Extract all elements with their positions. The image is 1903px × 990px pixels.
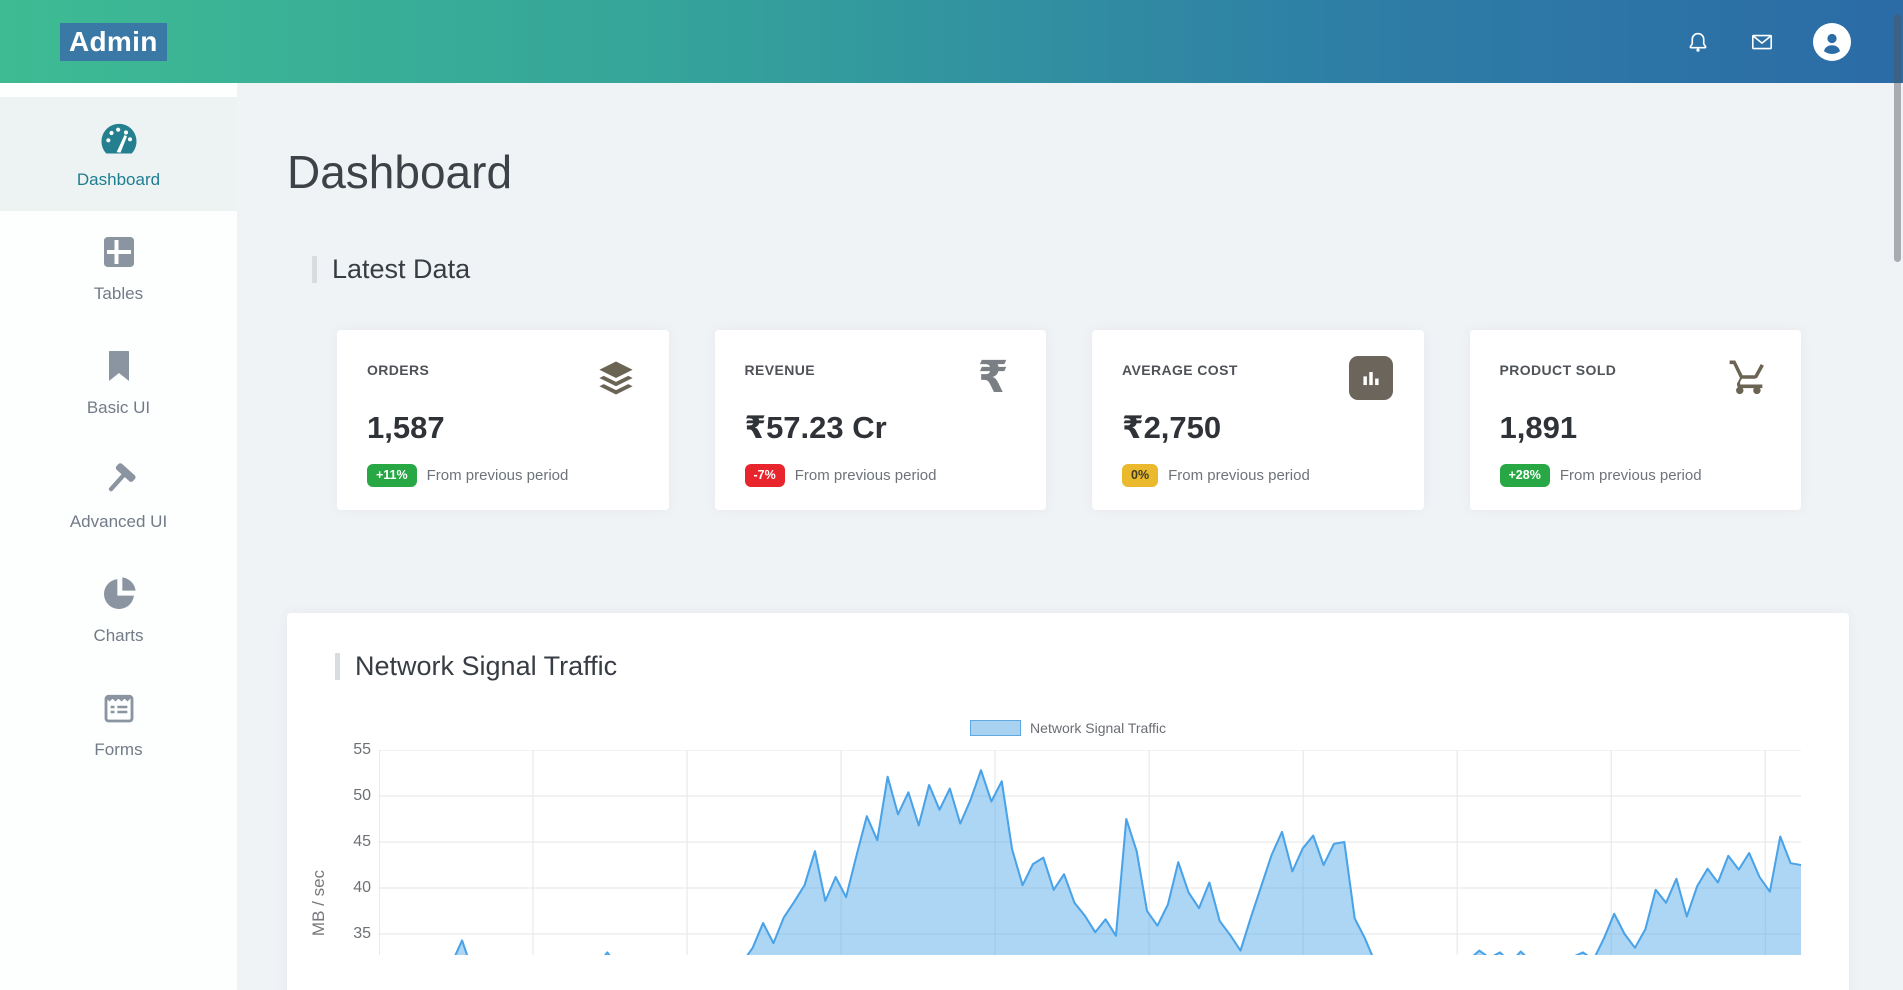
y-tick-label: 35 — [353, 925, 371, 942]
sidebar-item-dashboard[interactable]: Dashboard — [0, 97, 237, 211]
section-title-bar — [312, 256, 317, 283]
stat-card-value: 1,587 — [367, 410, 445, 445]
network-traffic-title: Network Signal Traffic — [335, 651, 1801, 682]
stat-card-note: From previous period — [426, 466, 569, 484]
stat-card-label: REVENUE — [744, 362, 815, 378]
sidebar-item-label: Dashboard — [76, 170, 161, 189]
sidebar-item-label: Charts — [93, 626, 144, 645]
hammer-icon — [99, 460, 139, 505]
user-avatar[interactable] — [1813, 22, 1851, 61]
y-tick-label: 55 — [353, 741, 371, 758]
sidebar-item-label: Tables — [93, 284, 144, 303]
stat-card-product-sold: PRODUCT SOLD 1,891 +28% From previous pe… — [1469, 330, 1801, 510]
y-axis-ticks: 55 50 45 40 35 — [335, 741, 371, 955]
cart-icon — [1725, 356, 1771, 400]
page-title: Dashboard — [287, 146, 513, 198]
brand-logo[interactable]: Admin — [60, 22, 167, 61]
network-traffic-chart: MB / sec 55 50 45 40 35 — [309, 741, 1801, 955]
sidebar-item-label: Forms — [94, 740, 143, 759]
section-title-bar — [335, 653, 340, 680]
sidebar-item-label: Advanced UI — [69, 512, 168, 531]
bar-chart-icon — [1348, 356, 1394, 400]
y-tick-label: 40 — [353, 879, 371, 896]
layers-icon — [593, 356, 639, 400]
stat-card-label: ORDERS — [367, 362, 430, 378]
y-tick-label: 45 — [353, 833, 371, 850]
sidebar: Dashboard Tables Basic UI — [0, 83, 237, 990]
sidebar-item-forms[interactable]: Forms — [0, 667, 237, 781]
sidebar-item-basic-ui[interactable]: Basic UI — [0, 325, 237, 439]
bookmark-icon — [99, 346, 139, 391]
status-badge: -7% — [744, 464, 785, 487]
form-icon — [99, 688, 139, 733]
stat-card-label: AVERAGE COST — [1122, 362, 1238, 378]
stat-card-revenue: REVENUE ₹ ₹57.23 Cr -7% From previous pe… — [714, 330, 1046, 510]
stat-card-value: ₹57.23 Cr — [744, 410, 887, 445]
y-tick-label: 50 — [353, 787, 371, 804]
stat-card-value: 1,891 — [1499, 410, 1578, 445]
sidebar-item-charts[interactable]: Charts — [0, 553, 237, 667]
legend-swatch — [970, 720, 1022, 736]
messages-envelope-icon[interactable] — [1749, 29, 1775, 55]
notifications-bell-icon[interactable] — [1685, 29, 1711, 55]
stat-card-note: From previous period — [1168, 466, 1310, 484]
sidebar-item-tables[interactable]: Tables — [0, 211, 237, 325]
stat-card-note: From previous period — [794, 466, 937, 484]
stat-card-average-cost: AVERAGE COST ₹2,750 — [1092, 330, 1424, 510]
stat-card-label: PRODUCT SOLD — [1499, 362, 1617, 378]
area-chart-canvas — [379, 750, 1801, 955]
stat-card-value: ₹2,750 — [1122, 410, 1222, 445]
chart-legend[interactable]: Network Signal Traffic — [335, 720, 1801, 736]
stat-card-note: From previous period — [1559, 466, 1702, 484]
main-content: Dashboard Latest Data ORDERS — [237, 83, 1903, 990]
rupee-icon: ₹ — [977, 352, 1009, 403]
stat-card-orders: ORDERS 1,587 +11% From previous perio — [337, 330, 669, 510]
latest-data-title: Latest Data — [312, 254, 1849, 285]
stat-cards-row: ORDERS 1,587 +11% From previous perio — [337, 330, 1801, 510]
navbar-actions — [1685, 22, 1851, 61]
vertical-scrollbar[interactable] — [1894, 14, 1901, 262]
y-axis-title: MB / sec — [309, 869, 328, 937]
gauge-icon — [99, 118, 139, 163]
pie-chart-icon — [99, 574, 139, 619]
sidebar-item-label: Basic UI — [86, 398, 151, 417]
top-navbar: Admin — [0, 0, 1903, 83]
status-badge: 0% — [1122, 464, 1159, 487]
table-icon — [99, 232, 139, 277]
latest-data-section: Latest Data ORDERS 1,587 — [287, 254, 1849, 510]
network-traffic-card: Network Signal Traffic Network Signal Tr… — [287, 613, 1849, 990]
status-badge: +11% — [367, 464, 417, 487]
sidebar-item-advanced-ui[interactable]: Advanced UI — [0, 439, 237, 553]
legend-label: Network Signal Traffic — [1030, 720, 1166, 736]
status-badge: +28% — [1499, 464, 1550, 487]
